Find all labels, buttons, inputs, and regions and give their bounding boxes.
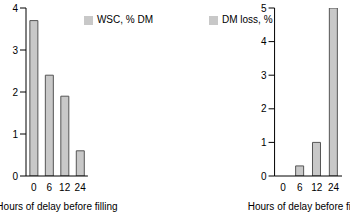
html-text:WSC, % DM: WSC, % DM <box>96 14 153 25</box>
svg-text:Hours of delay before filling: Hours of delay before filling <box>248 201 342 212</box>
svg-text:0: 0 <box>280 182 286 193</box>
svg-text:0: 0 <box>31 182 37 193</box>
svg-text:2: 2 <box>261 103 267 114</box>
svg-text:1: 1 <box>12 129 18 140</box>
svg-text:6: 6 <box>46 182 52 193</box>
svg-text:24: 24 <box>328 182 340 193</box>
svg-text:Hours of delay before filling: Hours of delay before filling <box>8 201 118 212</box>
svg-text:2: 2 <box>12 87 18 98</box>
svg-text:5: 5 <box>261 3 267 14</box>
svg-text:6: 6 <box>297 182 303 193</box>
svg-text:4: 4 <box>12 3 18 14</box>
svg-text:24: 24 <box>75 182 87 193</box>
svg-text:12: 12 <box>311 182 323 193</box>
svg-text:4: 4 <box>261 36 267 47</box>
html-text:DM loss, %: DM loss, % <box>222 14 273 25</box>
svg-text:3: 3 <box>261 70 267 81</box>
svg-text:0: 0 <box>12 171 18 182</box>
svg-text:0: 0 <box>261 171 267 182</box>
svg-text:12: 12 <box>59 182 71 193</box>
svg-text:1: 1 <box>261 137 267 148</box>
svg-text:3: 3 <box>12 45 18 56</box>
